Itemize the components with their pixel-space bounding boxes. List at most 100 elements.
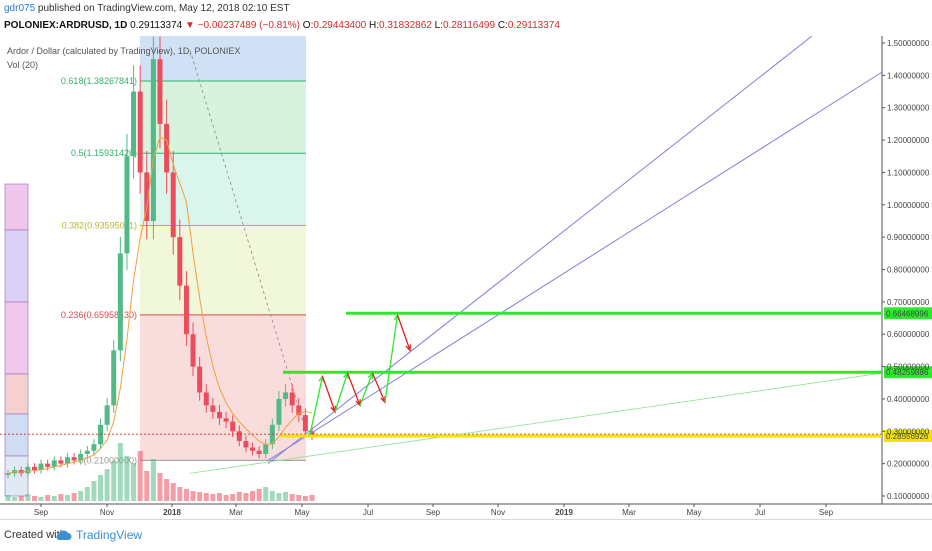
candle-body bbox=[263, 444, 269, 454]
footer-bar: Created with TradingView bbox=[0, 519, 932, 551]
candle-body bbox=[210, 405, 216, 412]
candle-body bbox=[230, 421, 236, 432]
projection-arrow bbox=[396, 314, 411, 351]
author-link[interactable]: gdr075 bbox=[4, 3, 36, 14]
price-level-badge bbox=[884, 307, 932, 320]
price-level-badge bbox=[884, 429, 932, 442]
candle-body bbox=[71, 457, 77, 461]
open-value: 0.29443400 bbox=[313, 20, 367, 31]
volume-bar bbox=[276, 493, 282, 501]
volume-bar bbox=[269, 491, 275, 501]
candle-body bbox=[197, 366, 203, 393]
fib-label: 0.618(1.38267841) bbox=[61, 76, 137, 86]
volume-bar bbox=[71, 493, 77, 501]
y-tick-label: 0.70000000 bbox=[887, 298, 930, 307]
volume-bar bbox=[190, 491, 196, 501]
volume-bar bbox=[111, 461, 117, 501]
y-tick-label: 1.30000000 bbox=[887, 104, 930, 113]
created-with-text: Created with bbox=[4, 529, 66, 541]
price-level-label: 0.66468996 bbox=[886, 309, 929, 318]
trend-channel-lower bbox=[267, 71, 883, 461]
candle-body bbox=[38, 463, 44, 471]
open-label: O: bbox=[302, 20, 314, 31]
volume-bar bbox=[183, 489, 189, 501]
volume-bar bbox=[91, 481, 97, 501]
profile-box bbox=[4, 229, 29, 303]
x-tick-label: Nov bbox=[491, 508, 505, 517]
volume-bar bbox=[289, 494, 295, 501]
publish-info: gdr075 published on TradingView.com, May… bbox=[4, 3, 290, 14]
y-tick-label: 0.30000000 bbox=[887, 427, 930, 436]
volume-bar bbox=[98, 475, 104, 501]
volume-bar bbox=[38, 497, 44, 501]
publish-text: published on TradingView.com, May 12, 20… bbox=[37, 3, 290, 14]
candle-body bbox=[5, 473, 11, 476]
volume-bar bbox=[58, 494, 64, 501]
volume-bar bbox=[210, 494, 216, 501]
volume-bar bbox=[150, 459, 156, 501]
candle-body bbox=[302, 415, 308, 432]
volume-bar bbox=[12, 497, 18, 501]
volume-bar bbox=[197, 492, 203, 501]
volume-bar bbox=[117, 443, 123, 501]
fib-label: 0.5(1.15931426) bbox=[71, 148, 137, 158]
y-tick-label: 0.10000000 bbox=[887, 492, 930, 501]
high-label: H: bbox=[368, 20, 379, 31]
low-value: 0.28116499 bbox=[442, 20, 496, 31]
volume-bar bbox=[283, 492, 289, 501]
down-arrow-icon: ▼ bbox=[185, 20, 195, 31]
candle-body bbox=[84, 450, 90, 454]
candle-body bbox=[111, 350, 117, 406]
candle-body bbox=[183, 285, 189, 335]
price-chart[interactable]: 0.618(1.38267841) 0.5(1.15931426) 0.382(0.… bbox=[0, 36, 932, 519]
volume-bar bbox=[157, 473, 163, 501]
fib-zone bbox=[140, 225, 306, 315]
symbol-label[interactable]: POLONIEX:ARDRUSD, 1D bbox=[4, 20, 128, 31]
volume-bar bbox=[84, 487, 90, 501]
cloud-icon bbox=[56, 530, 72, 541]
candle-body bbox=[190, 334, 196, 367]
change-value: −0.00237489 (−0.81%) bbox=[197, 20, 301, 31]
candle-body bbox=[104, 405, 110, 425]
volume-bar bbox=[256, 489, 262, 501]
candle-body bbox=[276, 398, 282, 425]
volume-bar bbox=[104, 469, 110, 501]
x-tick-label: 2019 bbox=[555, 508, 573, 517]
ohlc-legend: POLONIEX:ARDRUSD, 1D 0.29113374 ▼ −0.002… bbox=[4, 20, 560, 31]
chart-title: Ardor / Dollar (calculated by TradingVie… bbox=[7, 46, 240, 56]
y-tick-label: 0.50000000 bbox=[887, 363, 930, 372]
low-label: L: bbox=[434, 20, 443, 31]
profile-box bbox=[4, 183, 29, 231]
profile-box bbox=[4, 413, 29, 457]
fib-label: 0.236(0.65958430) bbox=[61, 310, 137, 320]
high-value: 0.31832862 bbox=[378, 20, 432, 31]
volume-bar bbox=[223, 495, 229, 501]
volume-bar bbox=[203, 493, 209, 501]
x-tick-label: Jul bbox=[363, 508, 373, 517]
candle-body bbox=[170, 172, 176, 238]
candle-body bbox=[131, 91, 137, 157]
candle-body bbox=[91, 444, 97, 451]
x-tick-label: 2018 bbox=[163, 508, 181, 517]
candle-body bbox=[216, 411, 222, 419]
volume-bar bbox=[177, 487, 183, 501]
y-tick-label: 0.40000000 bbox=[887, 395, 930, 404]
indicator-label: Vol (20) bbox=[7, 60, 38, 70]
candle-body bbox=[164, 123, 170, 173]
close-value: 0.29113374 bbox=[507, 20, 560, 31]
candle-body bbox=[150, 59, 156, 221]
close-label: C: bbox=[497, 20, 508, 31]
candle-body bbox=[25, 466, 31, 474]
plot-background bbox=[0, 36, 882, 504]
x-tick-label: Mar bbox=[622, 508, 636, 517]
last-price: 0.29113374 bbox=[130, 20, 183, 31]
projection-arrow bbox=[309, 376, 324, 435]
fib-zone bbox=[140, 314, 306, 461]
candle-body bbox=[78, 453, 84, 461]
tradingview-logo[interactable]: TradingView bbox=[56, 528, 142, 542]
x-tick-label: Sep bbox=[34, 508, 49, 517]
volume-bar bbox=[263, 487, 269, 501]
projection-arrowhead bbox=[405, 344, 412, 352]
volume-bar bbox=[64, 495, 70, 501]
x-tick-label: Sep bbox=[426, 508, 441, 517]
